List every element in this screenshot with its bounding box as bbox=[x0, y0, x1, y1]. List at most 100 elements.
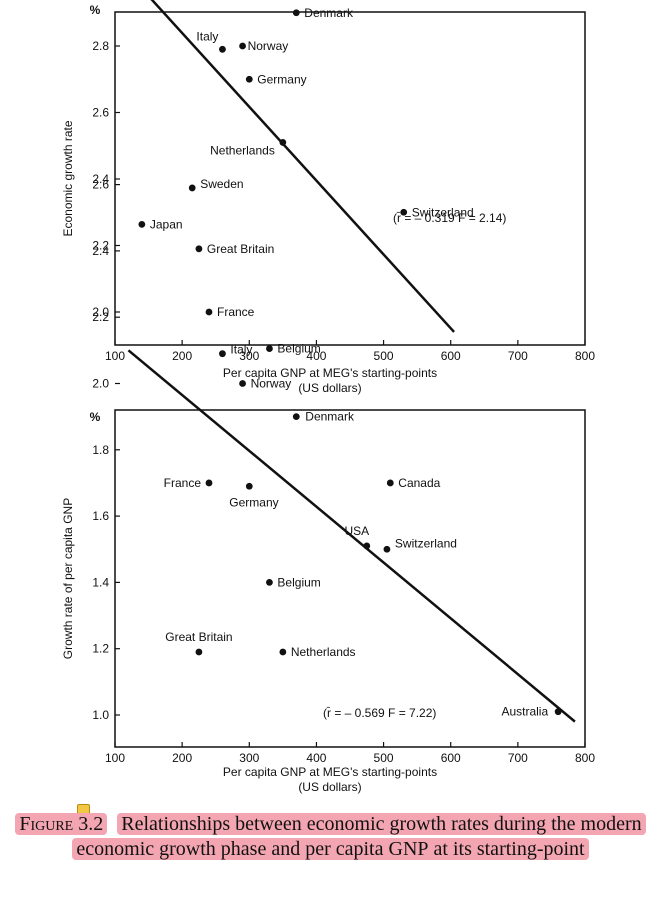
point-label-japan: Japan bbox=[150, 217, 183, 231]
x-tick-label: 100 bbox=[105, 751, 125, 765]
point-usa bbox=[363, 542, 371, 550]
point-sweden bbox=[188, 184, 196, 192]
point-label-norway: Norway bbox=[248, 39, 289, 53]
point-label-italy: Italy bbox=[196, 29, 218, 43]
point-label-switzerland: Switzerland bbox=[412, 205, 474, 219]
point-label-sweden: Sweden bbox=[200, 177, 243, 191]
x-axis-label-line-2: (US dollars) bbox=[298, 780, 361, 794]
x-tick-label: 800 bbox=[575, 751, 595, 765]
x-tick-label: 500 bbox=[374, 349, 394, 363]
point-netherlands bbox=[279, 139, 287, 146]
caption-text-part1: Relationships between economic growth ra… bbox=[76, 813, 642, 860]
point-belgium bbox=[266, 579, 273, 586]
plot-frame bbox=[114, 409, 586, 748]
y-tick-label: 1.2 bbox=[92, 642, 109, 656]
point-label-france: France bbox=[164, 476, 202, 490]
point-great-britain bbox=[195, 648, 203, 656]
point-denmark bbox=[292, 9, 300, 17]
x-tick-label: 400 bbox=[306, 751, 326, 765]
figure-number: 3.2 bbox=[78, 813, 104, 835]
caption-gnp: GNP bbox=[388, 838, 429, 860]
point-label-netherlands: Netherlands bbox=[210, 143, 275, 157]
plot-frame bbox=[114, 11, 586, 346]
trend-line bbox=[150, 0, 455, 333]
point-label-great-britain: Great Britain bbox=[207, 242, 274, 256]
caption-text-part2: at its starting-point bbox=[433, 838, 585, 860]
x-axis-label-line-1: Per capita GNP at MEG's starting-points bbox=[223, 366, 437, 380]
point-italy bbox=[219, 45, 226, 53]
point-label-france: France bbox=[217, 305, 255, 319]
stats-note: (r̄ = – 0.569 F = 7.22) bbox=[323, 706, 436, 720]
y-tick-label: 1.6 bbox=[92, 509, 109, 523]
y-tick-label: 2.4 bbox=[92, 172, 109, 186]
point-norway bbox=[239, 380, 246, 387]
point-switzerland bbox=[383, 545, 391, 553]
point-denmark bbox=[292, 413, 300, 421]
point-label-belgium: Belgium bbox=[277, 575, 320, 589]
stats-note: (r̄ = – 0.319 F = 2.14) bbox=[393, 211, 506, 225]
point-germany bbox=[245, 482, 253, 490]
point-netherlands bbox=[279, 648, 287, 656]
y-tick-label: 2.0 bbox=[92, 377, 109, 391]
x-axis-label-line-1: Per capita GNP at MEG's starting-points bbox=[223, 765, 437, 779]
y-tick-label: 2.2 bbox=[92, 239, 109, 253]
figure-caption-text: Relationships between economic growth ra… bbox=[72, 813, 646, 860]
x-tick-label: 400 bbox=[306, 349, 326, 363]
point-label-netherlands: Netherlands bbox=[291, 645, 356, 659]
y-tick-label: 2.6 bbox=[92, 178, 109, 192]
chart-panel-2: 100 200 300 400 500 600 700 800 1.0 1.2 1.4 1.6 1.8 2… bbox=[61, 177, 595, 794]
point-label-italy: Italy bbox=[230, 343, 252, 357]
x-tick-label: 200 bbox=[172, 349, 192, 363]
point-label-denmark: Denmark bbox=[304, 6, 354, 20]
point-canada bbox=[386, 479, 394, 487]
point-france bbox=[205, 308, 213, 316]
y-tick-label: 1.8 bbox=[92, 443, 109, 457]
point-italy bbox=[219, 350, 226, 358]
trend-line bbox=[127, 349, 576, 723]
point-belgium bbox=[266, 345, 273, 352]
y-unit-label: % bbox=[90, 3, 101, 17]
y-axis-label: Growth rate of per capita GNP bbox=[61, 498, 75, 659]
point-australia bbox=[554, 708, 562, 716]
x-tick-label: 600 bbox=[441, 349, 461, 363]
x-tick-label: 800 bbox=[575, 349, 595, 363]
x-tick-label: 100 bbox=[105, 349, 125, 363]
figure-caption-label: Figure 3.2 bbox=[15, 813, 108, 835]
x-tick-label: 300 bbox=[239, 349, 259, 363]
point-label-norway: Norway bbox=[251, 377, 292, 391]
point-label-switzerland: Switzerland bbox=[395, 536, 457, 550]
y-tick-label: 2.8 bbox=[92, 39, 109, 53]
y-unit-label: % bbox=[90, 410, 101, 424]
point-label-belgium: Belgium bbox=[277, 342, 320, 356]
y-axis-label: Economic growth rate bbox=[61, 120, 75, 236]
point-france bbox=[205, 479, 213, 487]
y-tick-label: 2.0 bbox=[92, 305, 109, 319]
x-tick-label: 200 bbox=[172, 751, 192, 765]
point-great-britain bbox=[195, 245, 203, 253]
x-axis-label-line-2: (US dollars) bbox=[298, 381, 361, 395]
x-tick-label: 600 bbox=[441, 751, 461, 765]
point-label-australia: Australia bbox=[501, 705, 548, 719]
point-label-canada: Canada bbox=[398, 476, 440, 490]
point-label-great-britain: Great Britain bbox=[165, 630, 232, 644]
y-tick-label: 1.4 bbox=[92, 575, 109, 589]
figure-caption: Figure 3.2 Relationships between economi… bbox=[0, 812, 661, 862]
y-tick-label: 2.6 bbox=[92, 106, 109, 120]
point-germany bbox=[245, 75, 253, 83]
point-japan bbox=[138, 220, 146, 228]
x-tick-label: 700 bbox=[508, 751, 528, 765]
y-tick-label: 1.0 bbox=[92, 708, 109, 722]
figure-panels: 1002003004005006007008002.02.22.42.62.83… bbox=[61, 0, 595, 794]
point-label-usa: USA bbox=[344, 524, 369, 538]
x-tick-label: 500 bbox=[374, 751, 394, 765]
point-switzerland bbox=[400, 208, 408, 216]
y-tick-label: 2.2 bbox=[92, 310, 109, 324]
point-norway bbox=[239, 42, 246, 50]
point-label-denmark: Denmark bbox=[305, 410, 355, 424]
figure-word: Figure bbox=[19, 813, 74, 835]
point-label-germany: Germany bbox=[229, 495, 278, 509]
x-tick-label: 700 bbox=[508, 349, 528, 363]
chart-panel-1: 1002003004005006007008002.02.22.42.62.83… bbox=[61, 0, 595, 395]
y-tick-label: 2.4 bbox=[92, 244, 109, 258]
point-label-germany: Germany bbox=[257, 72, 306, 86]
